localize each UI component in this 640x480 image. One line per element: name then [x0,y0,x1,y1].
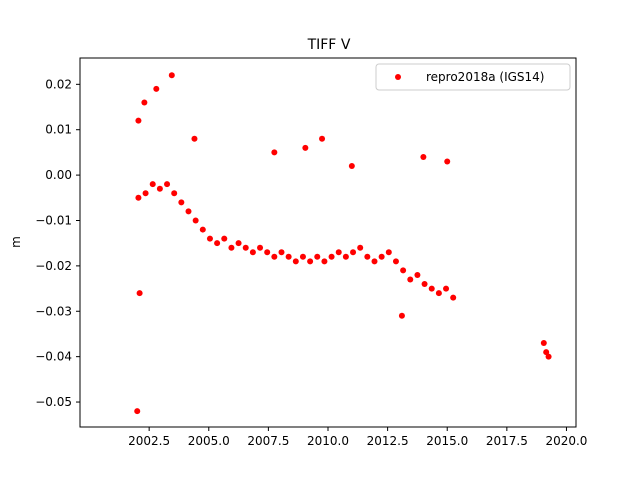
data-point [400,267,407,274]
scatter-points [134,72,552,415]
data-point [545,353,552,360]
plot-frame [79,57,577,428]
data-point [392,258,399,265]
data-point [242,244,249,251]
data-point [142,190,149,197]
y-tick-label: 0.01 [45,123,72,137]
data-point [228,244,235,251]
data-point [221,235,228,242]
data-point [206,235,213,242]
data-point [164,181,171,188]
x-tick-label: 2002.5 [128,434,170,448]
data-point [350,249,357,256]
x-tick-label: 2012.5 [367,434,409,448]
data-point [357,244,364,251]
data-point [420,153,427,160]
y-tick-label: 0.00 [45,168,72,182]
data-point [249,249,256,256]
data-point [314,253,321,260]
data-point [292,258,299,265]
data-point [285,253,292,260]
data-point [319,135,326,142]
data-point [192,217,199,224]
data-point [450,294,457,301]
data-point [398,312,405,319]
x-tick-label: 2017.5 [486,434,528,448]
data-point [191,135,198,142]
data-point [378,253,385,260]
data-point [153,85,160,92]
legend-box [375,63,571,91]
x-tick-label: 2020.0 [545,434,587,448]
data-point [407,276,414,283]
data-point [257,244,264,251]
x-tick-label: 2007.5 [247,434,289,448]
data-point [540,340,547,347]
y-tick-label: 0.02 [45,77,72,91]
x-tick-label: 2010.0 [307,434,349,448]
y-axis-label: m [9,236,23,248]
y-tick-label: −0.04 [35,350,72,364]
x-tick-label: 2005.0 [188,434,230,448]
data-point [443,285,450,292]
data-point [342,253,349,260]
data-point [271,253,278,260]
x-tick-label: 2015.0 [426,434,468,448]
data-point [199,226,206,233]
y-tick-label: −0.02 [35,259,72,273]
data-point [414,271,421,278]
data-point [171,190,178,197]
data-point [444,158,451,165]
y-tick-label: −0.05 [35,395,72,409]
data-point [299,253,306,260]
data-point [135,194,142,201]
data-point [321,258,328,265]
data-point [136,290,143,297]
legend-label: repro2018a (IGS14) [426,70,544,84]
legend: repro2018a (IGS14) [375,63,571,91]
data-point [371,258,378,265]
y-tick-label: −0.01 [35,213,72,227]
chart-title: TIFF V [307,37,351,53]
data-point [428,285,435,292]
data-point [271,149,278,156]
data-point [364,253,371,260]
data-point [264,249,271,256]
data-point [185,208,192,215]
data-point [302,144,309,151]
data-point [178,199,185,206]
legend-marker [395,74,401,80]
y-tick-label: −0.03 [35,304,72,318]
data-point [141,99,148,106]
data-point [235,240,242,247]
data-point [435,290,442,297]
data-point [134,408,141,415]
data-point [421,281,428,288]
data-point [168,72,175,79]
y-axis: 0.02 0.01 0.00 −0.01 −0.02 −0.03 −0.04 −0.05 [35,77,80,409]
data-point [149,181,156,188]
data-point [135,117,142,124]
data-point [328,253,335,260]
x-axis: 2002.5 2005.0 2007.5 2010.0 2012.5 2015.0 2017… [128,427,587,448]
data-point [307,258,314,265]
data-point [278,249,285,256]
data-point [385,249,392,256]
data-point [214,240,221,247]
data-point [543,349,550,356]
data-point [348,163,355,170]
data-point [156,185,163,192]
data-point [335,249,342,256]
